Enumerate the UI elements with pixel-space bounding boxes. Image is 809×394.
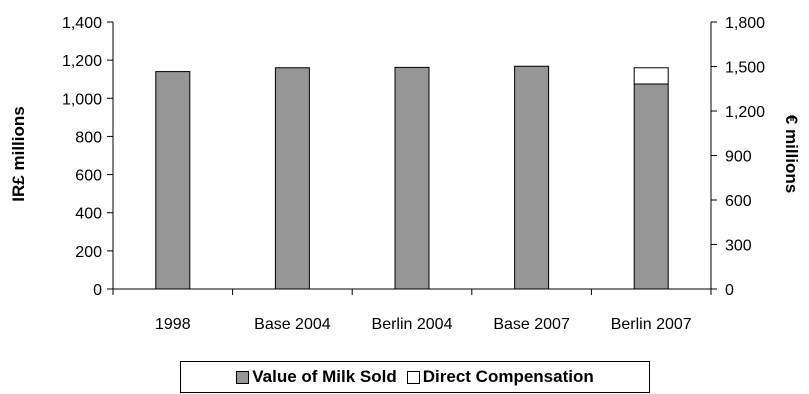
legend-swatch-milk [236, 370, 250, 384]
bar-milk-2 [394, 66, 430, 290]
legend-swatch-compensation [406, 370, 420, 384]
bars-group [155, 65, 669, 290]
y2-tick-label-4: 1,200 [725, 104, 765, 121]
y-tick-label-3: 600 [75, 168, 102, 185]
legend: Value of Milk Sold Direct Compensation [180, 361, 650, 393]
axes-group: 1998 Base 2004 Berlin 2004 Base 2007 Berlin … [62, 15, 765, 333]
bar-milk-1 [274, 67, 310, 290]
x-tick-label-0: 1998 [155, 316, 191, 333]
legend-label-milk: Value of Milk Sold [252, 367, 397, 386]
y2-tick-label-3: 900 [725, 149, 752, 166]
y2-axis-title: € millions [782, 115, 801, 193]
y-tick-label-0: 0 [93, 282, 102, 299]
y-tick-label-1: 200 [75, 244, 102, 261]
bar-milk-3 [514, 65, 550, 290]
y2-tick-label-0: 0 [725, 282, 734, 299]
x-tick-label-4: Berlin 2007 [611, 316, 692, 333]
x-tick-label-3: Base 2007 [493, 316, 570, 333]
y-axis-title: IR£ millions [9, 106, 28, 201]
y-tick-label-2: 400 [75, 206, 102, 223]
y2-tick-label-6: 1,800 [725, 15, 765, 32]
legend-item-compensation: Direct Compensation [406, 367, 594, 387]
bar-milk-4 [633, 83, 669, 290]
y-tick-label-5: 1,000 [62, 91, 102, 108]
y-tick-label-6: 1,200 [62, 53, 102, 70]
y-tick-label-7: 1,400 [62, 15, 102, 32]
chart-canvas: IR£ millions € millions 1998 Base 2004 Ber… [9, 15, 801, 333]
y-tick-label-4: 800 [75, 129, 102, 146]
y2-tick-label-5: 1,500 [725, 60, 765, 77]
y2-tick-label-2: 600 [725, 193, 752, 210]
bar-milk-0 [155, 71, 191, 290]
legend-label-compensation: Direct Compensation [422, 367, 594, 386]
y2-tick-label-1: 300 [725, 238, 752, 255]
bar-compensation-4 [633, 67, 669, 85]
legend-item-milk: Value of Milk Sold [236, 367, 397, 387]
x-tick-label-1: Base 2004 [254, 316, 331, 333]
x-tick-label-2: Berlin 2004 [372, 316, 453, 333]
